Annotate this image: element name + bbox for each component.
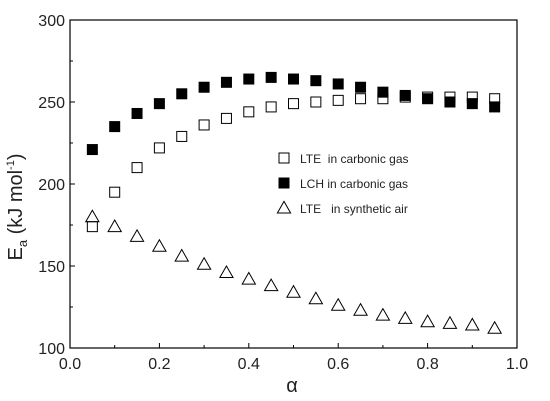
data-point	[263, 278, 279, 292]
data-point	[330, 297, 346, 311]
data-point	[489, 101, 501, 113]
data-markers	[84, 71, 503, 334]
data-point	[444, 96, 456, 108]
data-point	[265, 71, 277, 83]
y-tick-label: 300	[38, 13, 65, 30]
data-point	[174, 248, 190, 262]
legend-marker	[276, 200, 292, 214]
data-point	[442, 315, 458, 329]
data-point	[129, 228, 145, 242]
series-2	[86, 71, 501, 156]
data-point	[466, 98, 478, 110]
data-point	[84, 209, 100, 223]
data-point	[220, 76, 232, 88]
data-point	[109, 186, 121, 198]
data-point	[310, 75, 322, 87]
legend-marker	[278, 152, 290, 164]
data-point	[487, 320, 503, 334]
x-tick-label: 0.2	[148, 356, 170, 373]
data-point	[198, 119, 210, 131]
y-axis-title-sup: -1	[5, 160, 17, 170]
data-point	[397, 310, 413, 324]
x-axis-title: α	[286, 375, 298, 397]
data-point	[377, 86, 389, 98]
x-tick-label: 0.4	[238, 356, 260, 373]
y-tick-label: 100	[38, 341, 65, 358]
data-point	[153, 142, 165, 154]
data-point	[464, 317, 480, 331]
legend-label: LCH in carbonic gas	[300, 177, 408, 191]
data-point	[332, 94, 344, 106]
data-point	[243, 73, 255, 85]
data-point	[196, 256, 212, 270]
y-tick-label: 150	[38, 259, 65, 276]
x-tick-label: 0.0	[59, 356, 81, 373]
data-point	[153, 98, 165, 110]
data-point	[220, 112, 232, 124]
data-point	[218, 264, 234, 279]
y-axis-title: Ea (kJ mol-1)	[5, 153, 30, 260]
legend-marker	[278, 177, 290, 189]
legend: LTE in carbonic gas LCH in carbonic gas LT…	[276, 152, 409, 216]
data-point	[420, 314, 436, 328]
legend-label: LTE in synthetic air	[300, 202, 408, 216]
data-point	[288, 98, 299, 110]
y-tick-label: 250	[38, 95, 65, 112]
y-axis-title-close: )	[5, 153, 27, 160]
tick-labels: 0.0 0.2 0.4 0.6 0.8 1.0 100 150 200 250 300	[38, 13, 528, 373]
data-point	[422, 93, 434, 105]
y-axis-title-main: E	[5, 247, 27, 260]
data-point	[131, 107, 143, 119]
data-point	[332, 78, 344, 90]
x-tick-label: 0.6	[327, 356, 349, 373]
legend-item: LCH in carbonic gas	[278, 177, 408, 191]
axis-ticks	[69, 19, 518, 349]
data-point	[286, 284, 301, 298]
data-point	[243, 106, 255, 118]
plot-frame	[69, 19, 518, 349]
data-point	[355, 81, 367, 93]
y-axis-title-sub: a	[15, 239, 30, 247]
data-point	[288, 73, 299, 85]
legend-item: LTE in carbonic gas	[278, 152, 409, 166]
x-tick-label: 0.8	[416, 356, 438, 373]
data-point	[241, 271, 257, 285]
x-tick-label: 1.0	[506, 356, 528, 373]
data-point	[310, 96, 322, 108]
legend-item: LTE in synthetic air	[276, 200, 408, 216]
data-point	[399, 89, 411, 101]
y-tick-label: 200	[38, 177, 65, 194]
data-point	[107, 219, 123, 233]
data-point	[176, 130, 188, 142]
data-point	[198, 81, 210, 93]
data-point	[355, 93, 367, 105]
series-3	[84, 209, 503, 334]
data-point	[151, 238, 167, 252]
data-point	[375, 307, 391, 321]
y-axis-title-rest: (kJ mol	[5, 170, 27, 240]
data-point	[109, 121, 121, 133]
data-point	[308, 291, 324, 305]
data-point	[86, 144, 98, 156]
data-point	[131, 162, 143, 174]
data-point	[353, 302, 369, 316]
data-point	[86, 221, 98, 233]
legend-label: LTE in carbonic gas	[300, 152, 409, 166]
data-point	[265, 101, 277, 113]
data-point	[176, 88, 188, 100]
series-1	[86, 91, 501, 233]
